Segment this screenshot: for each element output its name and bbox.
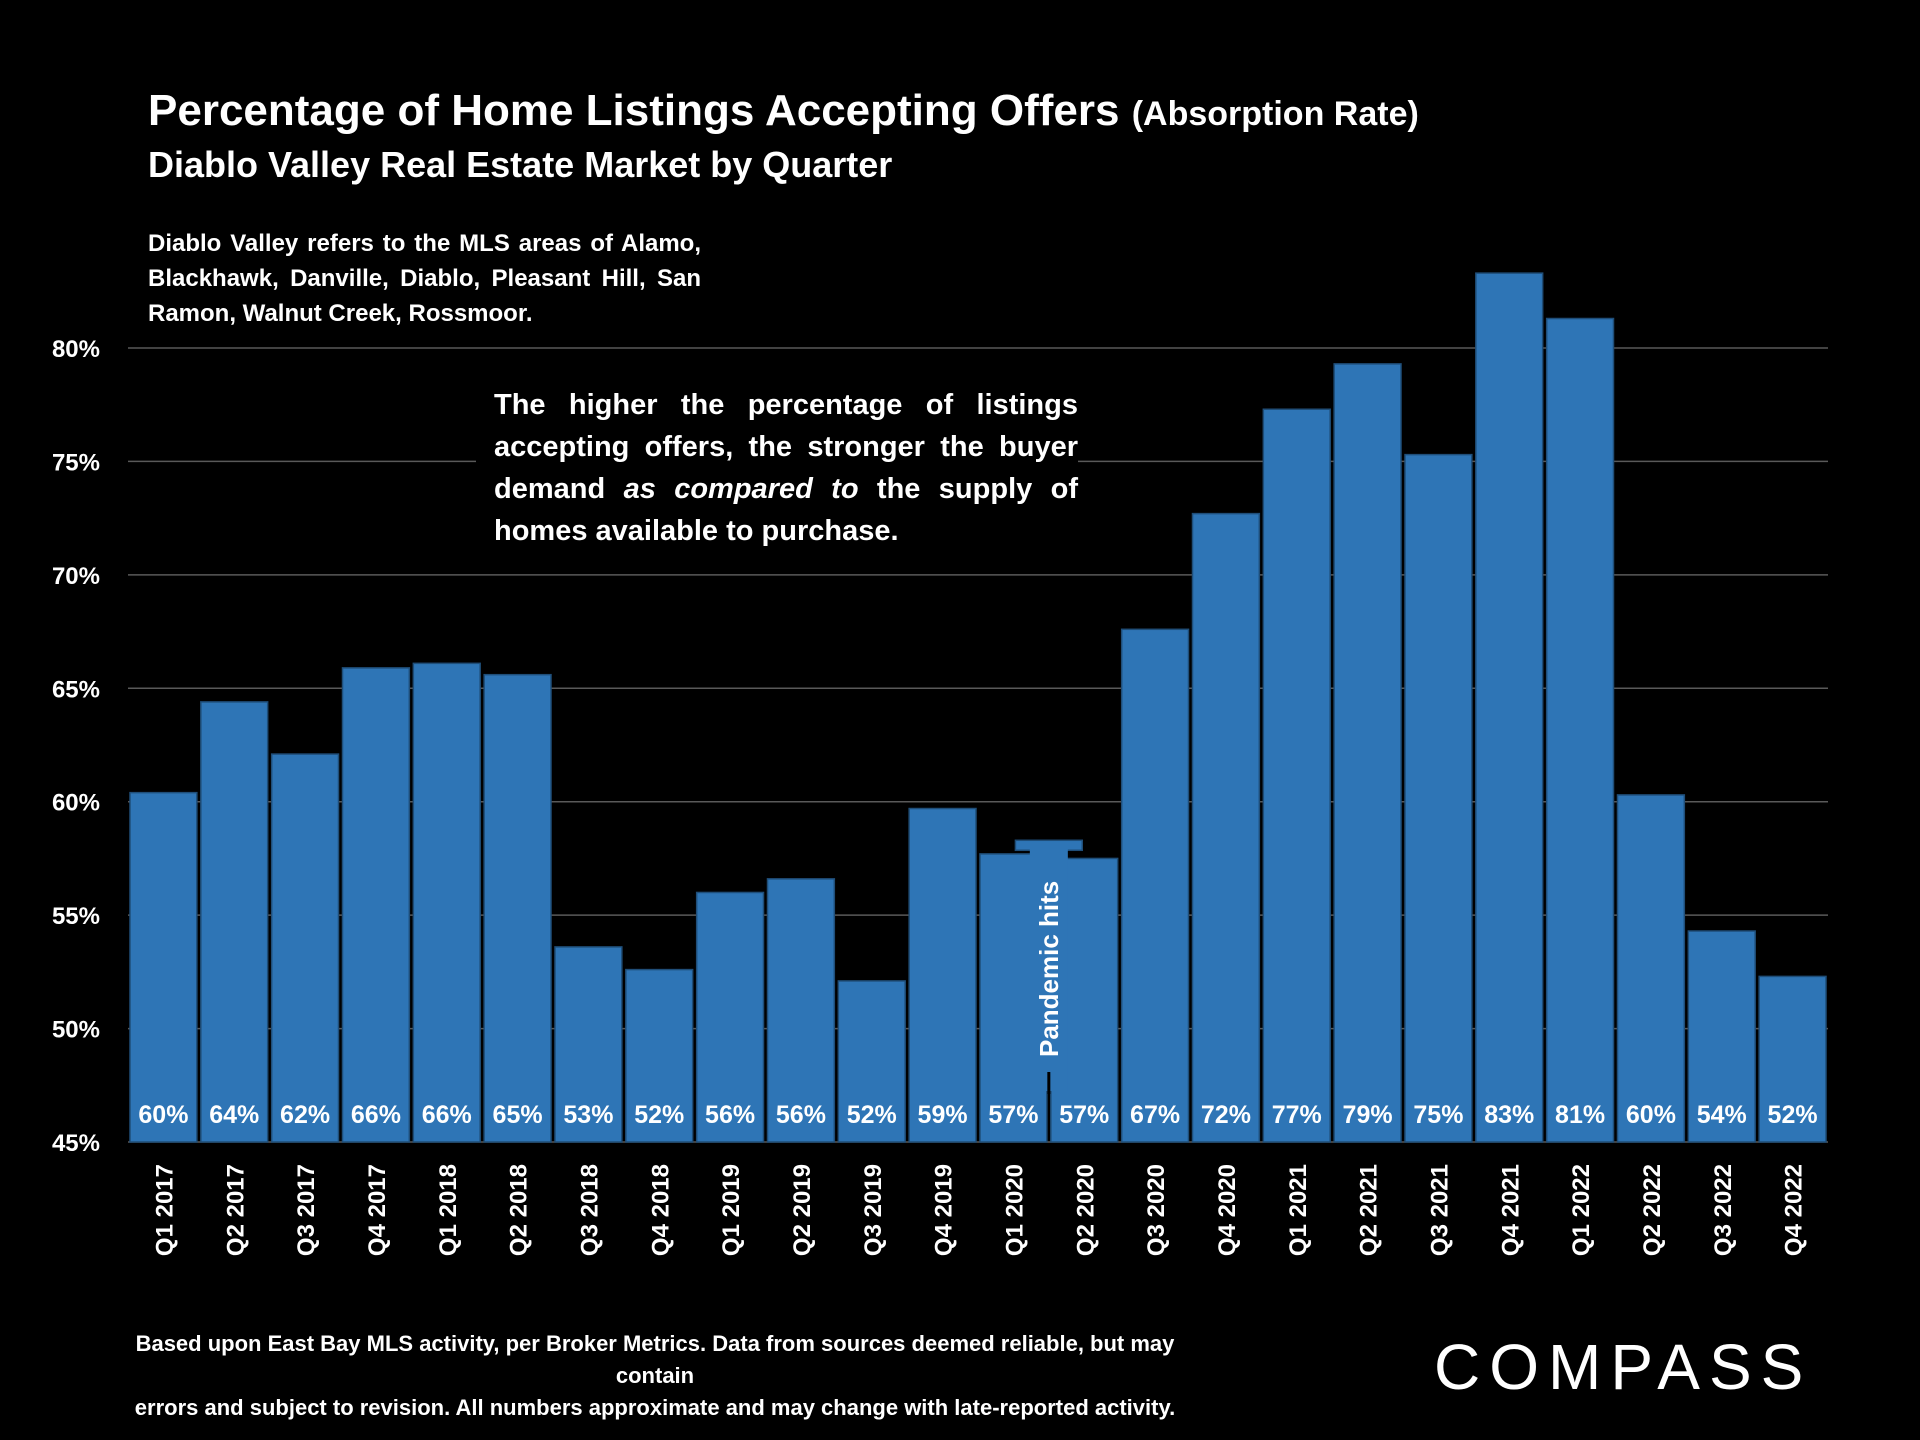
data-label: 66% (351, 1101, 401, 1129)
x-tick-label: Q4 2021 (1497, 1164, 1524, 1256)
data-label: 57% (1059, 1101, 1109, 1129)
y-tick-label: 60% (52, 790, 100, 817)
x-tick-label: Q1 2017 (151, 1164, 178, 1256)
x-tick-label: Q2 2019 (789, 1164, 816, 1256)
x-tick-label: Q1 2019 (718, 1164, 745, 1256)
data-label: 52% (1768, 1101, 1818, 1129)
callout-emphasis: as compared to (623, 473, 859, 505)
y-tick-label: 75% (52, 449, 100, 476)
annotation-band (1029, 849, 1068, 1091)
data-label: 56% (705, 1101, 755, 1129)
data-label: 75% (1413, 1101, 1463, 1129)
x-tick-label: Q3 2022 (1710, 1164, 1737, 1256)
bar (412, 662, 481, 1143)
x-tick-label: Q2 2021 (1356, 1164, 1383, 1256)
y-tick-label: 55% (52, 903, 100, 930)
y-tick-label: 70% (52, 563, 100, 590)
x-tick-label: Q3 2019 (860, 1164, 887, 1256)
bar (200, 701, 269, 1143)
bar (1404, 453, 1473, 1143)
data-label: 53% (563, 1101, 613, 1129)
data-label: 60% (138, 1101, 188, 1129)
x-tick-label: Q4 2019 (931, 1164, 958, 1256)
bar (483, 673, 552, 1143)
data-label: 59% (918, 1101, 968, 1129)
x-tick-label: Q4 2017 (364, 1164, 391, 1256)
bar (129, 791, 198, 1143)
data-label: 65% (493, 1101, 543, 1129)
y-tick-label: 50% (52, 1017, 100, 1044)
annotation-cap (1014, 839, 1084, 852)
bar (1475, 272, 1544, 1143)
footer-line-2: errors and subject to revision. All numb… (134, 1395, 1176, 1420)
x-tick-label: Q2 2017 (222, 1164, 249, 1256)
data-label: 62% (280, 1101, 330, 1129)
bar (837, 980, 906, 1143)
bar (908, 807, 977, 1143)
bar (1262, 408, 1331, 1143)
x-tick-label: Q2 2018 (506, 1164, 533, 1256)
x-tick-label: Q3 2021 (1426, 1164, 1453, 1256)
x-tick-label: Q1 2021 (1285, 1164, 1312, 1256)
bar (1333, 363, 1402, 1143)
bar (625, 968, 694, 1143)
y-tick-label: 65% (52, 676, 100, 703)
bar (554, 946, 623, 1143)
data-label: 52% (634, 1101, 684, 1129)
bar (1616, 794, 1686, 1143)
x-tick-label: Q1 2022 (1568, 1164, 1595, 1256)
callout-part2: the supply of homes available to purchas… (494, 473, 1079, 547)
bar (1120, 628, 1190, 1143)
bar (341, 667, 411, 1143)
data-label: 83% (1484, 1101, 1534, 1129)
callout-part1: The higher the percentage of listings ac… (494, 389, 1078, 505)
x-tick-label: Q2 2020 (1072, 1164, 1099, 1256)
bar (695, 891, 765, 1143)
x-tick-label: Q3 2018 (576, 1164, 603, 1256)
data-label: 57% (988, 1101, 1038, 1129)
data-label: 72% (1201, 1101, 1251, 1129)
data-label: 52% (847, 1101, 897, 1129)
bar (1758, 975, 1827, 1143)
x-tick-label: Q1 2018 (435, 1164, 462, 1256)
chart-title-suffix: (Absorption Rate) (1131, 95, 1419, 133)
data-label: 54% (1697, 1101, 1747, 1129)
footer-disclaimer: Based upon East Bay MLS activity, per Br… (110, 1328, 1200, 1424)
x-tick-label: Q4 2022 (1781, 1164, 1808, 1256)
footer-line-1: Based upon East Bay MLS activity, per Br… (135, 1331, 1175, 1388)
compass-logo: COMPASS (1434, 1331, 1813, 1403)
data-label: 60% (1626, 1101, 1676, 1129)
data-label: 56% (776, 1101, 826, 1129)
chart-subtitle: Diablo Valley Real Estate Market by Quar… (148, 144, 893, 185)
x-tick-label: Q4 2018 (647, 1164, 674, 1256)
bar (766, 878, 836, 1143)
region-note: Diablo Valley refers to the MLS areas of… (148, 230, 701, 327)
data-label: 81% (1555, 1101, 1605, 1129)
data-label: 77% (1272, 1101, 1322, 1129)
annotation-label: Pandemic hits (1034, 881, 1064, 1057)
x-tick-label: Q4 2020 (1214, 1164, 1241, 1256)
data-label: 66% (422, 1101, 472, 1129)
bar (270, 753, 340, 1143)
bar (1191, 512, 1261, 1143)
bar (1687, 930, 1756, 1143)
x-tick-label: Q2 2022 (1639, 1164, 1666, 1256)
x-tick-label: Q3 2020 (1143, 1164, 1170, 1256)
x-tick-label: Q3 2017 (293, 1164, 320, 1256)
data-label: 67% (1130, 1101, 1180, 1129)
x-tick-label: Q1 2020 (1001, 1164, 1028, 1256)
y-tick-label: 45% (52, 1130, 100, 1157)
bar (1545, 317, 1615, 1143)
chart-title: Percentage of Home Listings Accepting Of… (148, 86, 1419, 136)
y-tick-label: 80% (52, 336, 100, 363)
data-label: 64% (209, 1101, 259, 1129)
chart-title-main: Percentage of Home Listings Accepting Of… (148, 86, 1120, 135)
callout-text: The higher the percentage of listings ac… (476, 384, 1078, 552)
data-label: 79% (1343, 1101, 1393, 1129)
